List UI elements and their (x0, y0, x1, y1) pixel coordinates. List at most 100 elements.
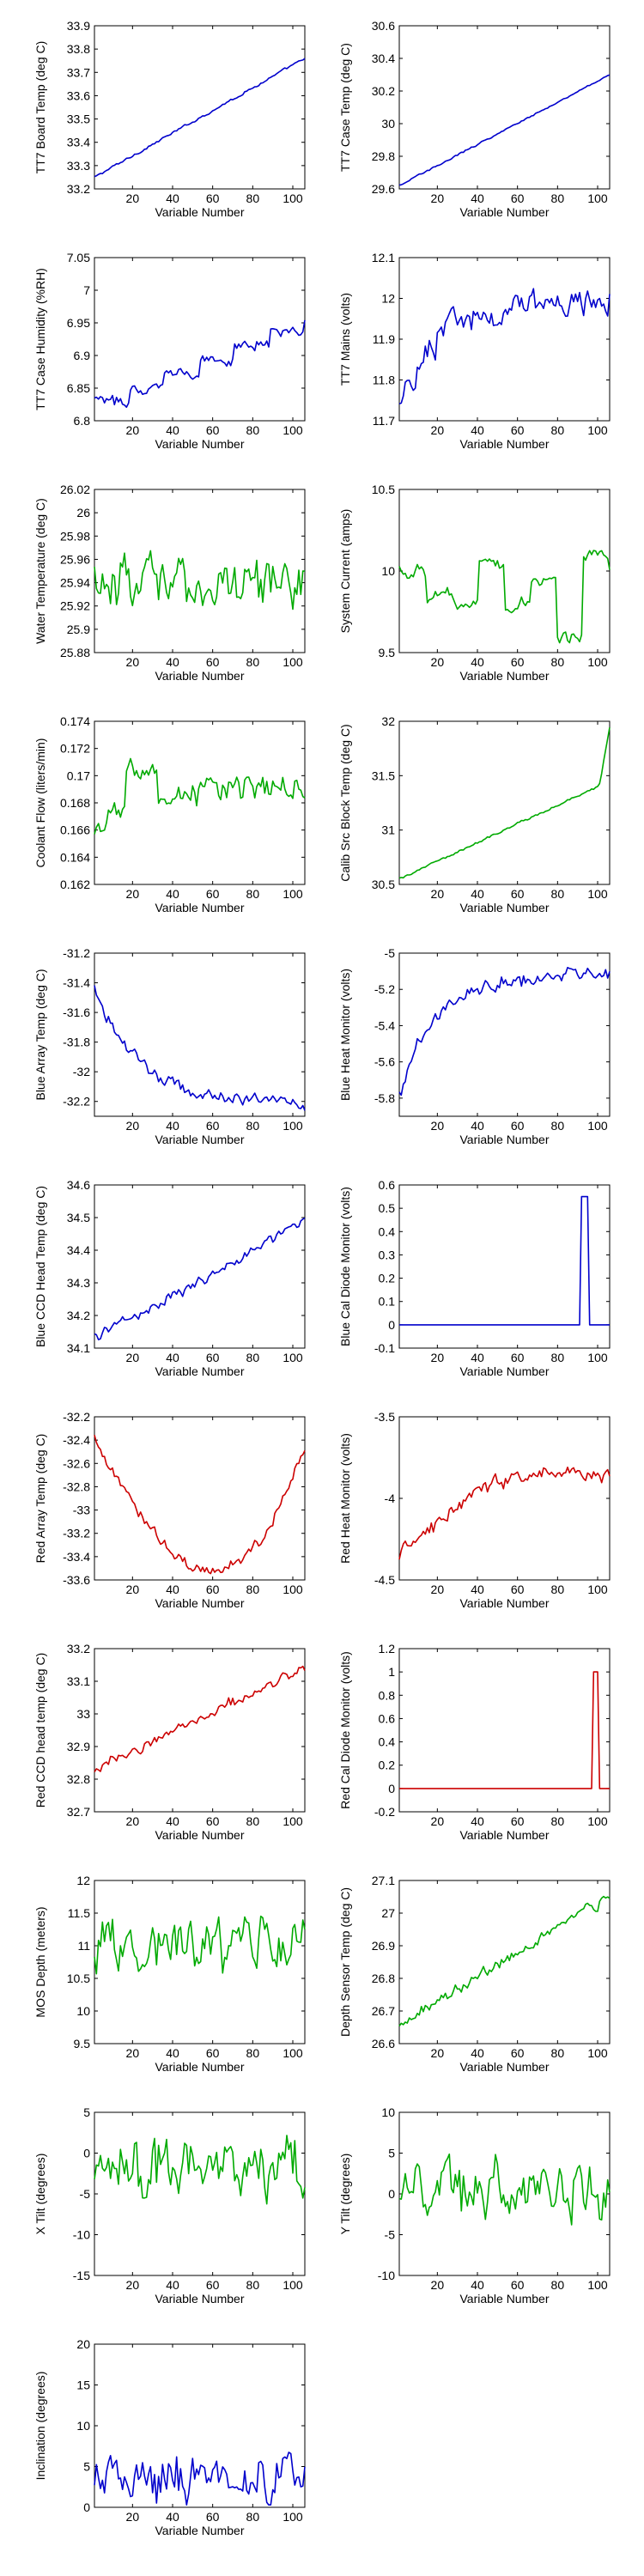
x-tick-label: 20 (431, 887, 445, 901)
y-tick-label: 0 (388, 1782, 395, 1795)
series-line (94, 1434, 306, 1575)
y-tick-label: 25.9 (67, 623, 90, 636)
x-axis-label: Variable Number (459, 1596, 549, 1610)
y-tick-label: 29.6 (372, 182, 395, 196)
y-tick-label: 10.5 (372, 483, 395, 496)
plot-frame (398, 257, 611, 422)
plot-frame (398, 489, 611, 653)
subplot: 20 40 60 80 100 -0.1 0 0.1 0.2 0.3 0.4 0.5 0.6 Variab… (338, 1178, 611, 1378)
series-line (94, 985, 306, 1111)
y-tick-label: 34.3 (67, 1276, 90, 1290)
x-tick-label: 60 (511, 423, 525, 437)
y-tick-label: 11.8 (373, 374, 395, 387)
y-tick-label: 6.85 (67, 381, 90, 395)
series-line (399, 1195, 610, 1326)
y-tick-label: 6.9 (74, 349, 91, 362)
plot-frame (398, 2111, 611, 2276)
y-tick-label: 33.7 (67, 65, 90, 79)
x-tick-label: 80 (246, 1814, 260, 1828)
subplot: 20 40 60 80 100 -32.2 -32 -31.8 -31.6 -31.4 -31.2 V… (33, 946, 306, 1146)
x-tick-label: 40 (471, 655, 484, 669)
series-line (94, 58, 306, 178)
x-axis-label: Variable Number (155, 1828, 244, 1842)
y-tick-label: 33.2 (67, 1642, 90, 1656)
subplot: 20 40 60 80 100 30.5 31 31.5 32 Variable Number Ca… (338, 714, 611, 914)
y-tick-label: 33.8 (67, 42, 90, 56)
y-tick-label: -33.2 (63, 1527, 90, 1540)
series-line (398, 288, 611, 405)
x-tick-label: 40 (471, 2278, 484, 2292)
x-tick-label: 100 (587, 1583, 608, 1596)
x-tick-label: 80 (551, 423, 565, 437)
subplot: 20 40 60 80 100 -15 -10 -5 0 5 Variable Number X Ti… (33, 2105, 306, 2306)
y-axis-label: Blue Cal Diode Monitor (volts) (338, 1187, 352, 1346)
y-tick-label: 27 (381, 1906, 395, 1920)
x-tick-label: 40 (166, 655, 179, 669)
y-tick-label: 12.1 (372, 251, 395, 264)
y-axis-label: Red Heat Monitor (volts) (338, 1433, 352, 1564)
x-tick-label: 20 (431, 1583, 445, 1596)
y-tick-label: 6.8 (74, 414, 91, 428)
x-tick-label: 80 (551, 191, 565, 205)
x-tick-label: 100 (587, 191, 608, 205)
x-tick-label: 100 (283, 2278, 303, 2292)
plot-frame (94, 1184, 306, 1349)
y-tick-label: 0.1 (379, 1295, 396, 1309)
y-axis-label: Y Tilt (degrees) (338, 2154, 352, 2235)
y-tick-label: 7 (83, 283, 90, 297)
subplot: 20 40 60 80 100 -4.5 -4 -3.5 Variable Number Red … (338, 1410, 611, 1610)
y-tick-label: 5 (388, 2147, 395, 2160)
x-tick-label: 100 (587, 423, 608, 437)
y-axis-label: Water Temperature (deg C) (33, 498, 47, 644)
y-tick-label: 26.6 (372, 2037, 395, 2050)
x-tick-label: 80 (246, 1351, 260, 1364)
x-axis-label: Variable Number (459, 669, 549, 683)
x-tick-label: 40 (166, 2510, 179, 2524)
y-tick-label: 0.168 (60, 796, 90, 810)
x-tick-label: 60 (511, 191, 525, 205)
plot-frame (94, 25, 306, 190)
x-tick-label: 60 (206, 423, 220, 437)
y-tick-label: -5.6 (374, 1055, 395, 1069)
y-tick-label: 30.2 (372, 84, 395, 98)
x-tick-label: 100 (587, 1351, 608, 1364)
x-tick-label: 20 (126, 2510, 140, 2524)
x-tick-label: 20 (126, 1583, 140, 1596)
y-tick-label: 34.5 (67, 1211, 90, 1224)
x-tick-label: 40 (471, 887, 484, 901)
plot-frame (398, 1416, 611, 1581)
y-tick-label: 31.5 (372, 769, 395, 782)
x-axis-label: Variable Number (155, 669, 244, 683)
x-tick-label: 80 (551, 2278, 565, 2292)
y-tick-label: 0.6 (379, 1178, 396, 1192)
series-line (398, 1467, 611, 1560)
y-axis-label: Inclination (degrees) (33, 2372, 47, 2481)
x-tick-label: 80 (246, 887, 260, 901)
x-tick-label: 60 (206, 1119, 220, 1133)
y-tick-label: -0.2 (374, 1805, 395, 1819)
y-tick-label: 33.4 (67, 136, 90, 149)
x-tick-label: 60 (206, 2510, 220, 2524)
x-tick-label: 20 (126, 655, 140, 669)
y-axis-label: TT7 Board Temp (deg C) (33, 41, 47, 174)
x-tick-label: 100 (283, 655, 303, 669)
plot-frame (94, 952, 306, 1117)
x-tick-label: 20 (431, 191, 445, 205)
x-tick-label: 80 (246, 2510, 260, 2524)
x-tick-label: 40 (471, 2046, 484, 2060)
x-axis-label: Variable Number (155, 1596, 244, 1610)
series-line (398, 550, 611, 644)
y-tick-label: -10 (73, 2228, 90, 2242)
y-tick-label: 33.9 (67, 19, 90, 33)
y-tick-label: -31.6 (63, 1005, 90, 1019)
subplot: 20 40 60 80 100 11.7 11.8 11.9 12 12.1 Variable Nu… (338, 251, 611, 451)
y-tick-label: 10 (381, 564, 395, 578)
y-tick-label: 25.92 (60, 599, 90, 613)
y-tick-label: 0.2 (379, 1759, 396, 1772)
series-line (94, 757, 306, 835)
x-tick-label: 40 (166, 887, 179, 901)
y-tick-label: 26.02 (60, 483, 90, 496)
y-tick-label: 32.7 (67, 1805, 90, 1819)
y-axis-label: Blue Heat Monitor (volts) (338, 969, 352, 1101)
x-tick-label: 100 (283, 1351, 303, 1364)
